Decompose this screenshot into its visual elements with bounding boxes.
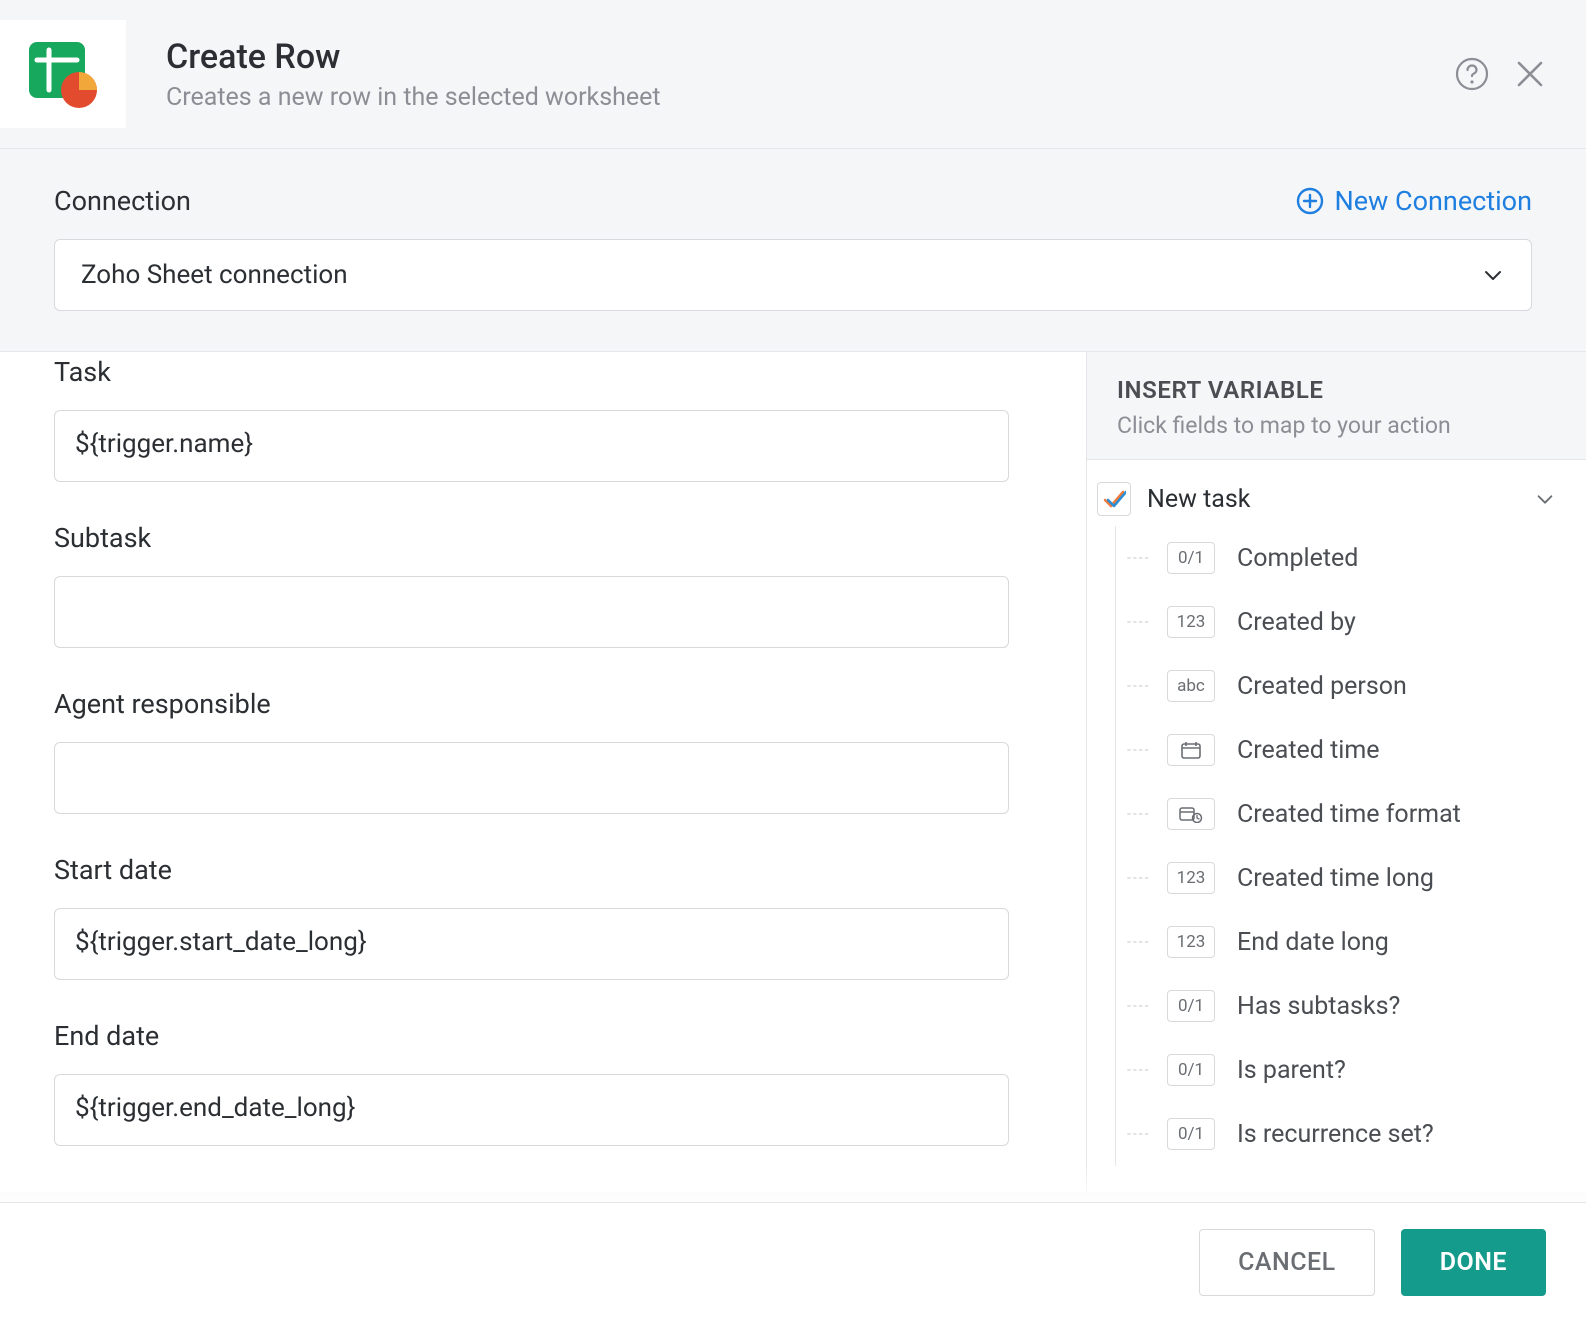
- tree-connector: ----: [1127, 1062, 1167, 1078]
- dialog-footer: CANCEL DONE: [0, 1202, 1586, 1322]
- variable-item[interactable]: ----0/1 Has subtasks?: [1127, 974, 1586, 1038]
- variable-item-label: Created by: [1237, 608, 1566, 637]
- variable-item[interactable]: ----123 Created time long: [1127, 846, 1586, 910]
- variable-item-label: End date long: [1237, 928, 1566, 957]
- variable-item[interactable]: ----123 Created by: [1127, 590, 1586, 654]
- variables-title: INSERT VARIABLE: [1117, 376, 1556, 404]
- header-actions: [1454, 56, 1546, 92]
- field-input[interactable]: ${trigger.start_date_long}: [54, 908, 1009, 980]
- variable-item-label: Is recurrence set?: [1237, 1120, 1566, 1149]
- field-group: Start date ${trigger.start_date_long}: [54, 854, 1032, 980]
- header-text: Create Row Creates a new row in the sele…: [126, 37, 1454, 112]
- tree-connector: ----: [1127, 550, 1167, 566]
- variable-item[interactable]: ----0/1 Is parent?: [1127, 1038, 1586, 1102]
- connection-selected-value: Zoho Sheet connection: [81, 260, 348, 290]
- variable-item[interactable]: ---- Created time format: [1127, 782, 1586, 846]
- variable-item-label: Completed: [1237, 544, 1566, 573]
- new-connection-label: New Connection: [1334, 185, 1532, 217]
- variable-item[interactable]: ---- Created time: [1127, 718, 1586, 782]
- connection-row: Connection New Connection: [54, 185, 1532, 217]
- help-icon[interactable]: [1454, 56, 1490, 92]
- variable-root[interactable]: New task: [1087, 472, 1586, 526]
- tree-connector: ----: [1127, 678, 1167, 694]
- variable-item-label: Created time format: [1237, 800, 1566, 829]
- field-group: Task ${trigger.name}: [54, 356, 1032, 482]
- variable-item[interactable]: ----123 End date long: [1127, 910, 1586, 974]
- type-badge: [1167, 798, 1215, 830]
- cancel-button[interactable]: CANCEL: [1199, 1229, 1375, 1296]
- field-input[interactable]: ${trigger.name}: [54, 410, 1009, 482]
- field-input[interactable]: [54, 576, 1009, 648]
- type-badge: 123: [1167, 926, 1215, 958]
- field-input[interactable]: ${trigger.end_date_long}: [54, 1074, 1009, 1146]
- variable-item-label: Created person: [1237, 672, 1566, 701]
- field-label: End date: [54, 1020, 1032, 1052]
- zoho-sheet-icon: [27, 38, 99, 110]
- variable-item[interactable]: ----0/1 Completed: [1127, 526, 1586, 590]
- done-button[interactable]: DONE: [1401, 1229, 1546, 1296]
- field-label: Subtask: [54, 522, 1032, 554]
- new-connection-button[interactable]: New Connection: [1296, 185, 1532, 217]
- connection-label: Connection: [54, 185, 191, 217]
- variables-subtitle: Click fields to map to your action: [1117, 412, 1556, 439]
- field-group: Subtask: [54, 522, 1032, 648]
- chevron-down-icon: [1481, 263, 1505, 287]
- tree-connector: ----: [1127, 1126, 1167, 1142]
- variable-item-label: Created time long: [1237, 864, 1566, 893]
- dialog-title: Create Row: [166, 37, 1454, 77]
- main-body: Task ${trigger.name} Subtask Agent responsi…: [0, 352, 1586, 1192]
- field-input[interactable]: [54, 742, 1009, 814]
- variable-items: ----0/1Completed----123Created by----abc…: [1087, 526, 1586, 1166]
- field-label: Agent responsible: [54, 688, 1032, 720]
- tree-connector: ----: [1127, 806, 1167, 822]
- app-icon-wrap: [0, 20, 126, 128]
- variable-item[interactable]: ----0/1 Is recurrence set?: [1127, 1102, 1586, 1166]
- tree-connector: ----: [1127, 614, 1167, 630]
- variable-item[interactable]: ----abc Created person: [1127, 654, 1586, 718]
- plus-circle-icon: [1296, 187, 1324, 215]
- type-badge: 0/1: [1167, 1054, 1215, 1086]
- field-group: Agent responsible: [54, 688, 1032, 814]
- type-badge: [1167, 734, 1215, 766]
- variables-tree: New task ----0/1Completed----123Created …: [1087, 460, 1586, 1192]
- field-label: Start date: [54, 854, 1032, 886]
- type-badge: 123: [1167, 606, 1215, 638]
- checkmark-icon: [1097, 482, 1131, 516]
- dialog-subtitle: Creates a new row in the selected worksh…: [166, 83, 1454, 112]
- field-label: Task: [54, 356, 1032, 388]
- tree-connector: ----: [1127, 870, 1167, 886]
- type-badge: abc: [1167, 670, 1215, 702]
- type-badge: 0/1: [1167, 990, 1215, 1022]
- variable-item-label: Has subtasks?: [1237, 992, 1566, 1021]
- type-badge: 0/1: [1167, 1118, 1215, 1150]
- fields-column: Task ${trigger.name} Subtask Agent responsi…: [0, 352, 1086, 1192]
- variables-panel: INSERT VARIABLE Click fields to map to y…: [1086, 352, 1586, 1192]
- connection-section: Connection New Connection Zoho Sheet con…: [0, 149, 1586, 352]
- tree-connector: ----: [1127, 934, 1167, 950]
- dialog-header: Create Row Creates a new row in the sele…: [0, 0, 1586, 149]
- connection-select[interactable]: Zoho Sheet connection: [54, 239, 1532, 311]
- field-group: End date ${trigger.end_date_long}: [54, 1020, 1032, 1146]
- chevron-down-icon: [1534, 488, 1556, 510]
- close-icon[interactable]: [1514, 58, 1546, 90]
- variable-item-label: Created time: [1237, 736, 1566, 765]
- variable-item-label: Is parent?: [1237, 1056, 1566, 1085]
- variable-root-label: New task: [1147, 485, 1534, 514]
- tree-connector: ----: [1127, 742, 1167, 758]
- variables-header: INSERT VARIABLE Click fields to map to y…: [1087, 352, 1586, 460]
- type-badge: 123: [1167, 862, 1215, 894]
- type-badge: 0/1: [1167, 542, 1215, 574]
- tree-connector: ----: [1127, 998, 1167, 1014]
